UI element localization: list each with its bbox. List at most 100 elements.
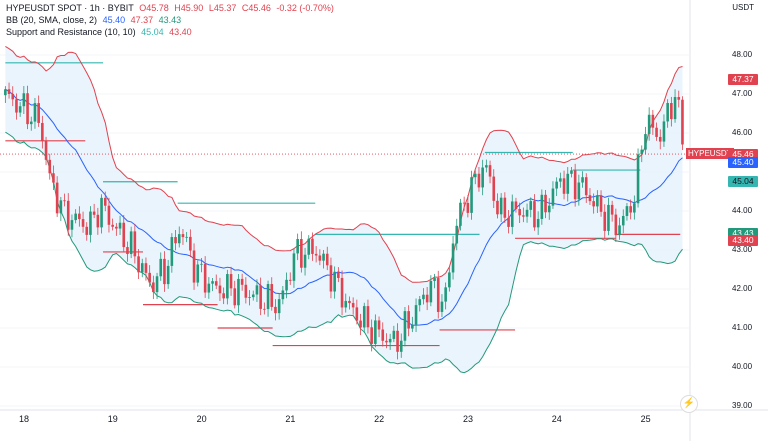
candle-body: [322, 253, 325, 261]
candle-body: [599, 195, 603, 212]
candle-body: [203, 263, 207, 293]
candle-body: [218, 285, 222, 294]
candle-body: [226, 274, 229, 299]
candle-body: [636, 154, 640, 204]
candle-body: [662, 121, 666, 142]
candle-body: [81, 219, 85, 227]
candle-body: [192, 250, 196, 283]
candle-body: [63, 200, 66, 202]
candle-body: [41, 122, 44, 141]
price-change: -0.32 (-0.70%): [276, 3, 334, 13]
time-tick-label: 19: [107, 414, 118, 424]
candle-body: [281, 290, 285, 300]
candle-body: [396, 330, 399, 352]
time-tick-label: 20: [196, 414, 207, 424]
candle-body: [103, 197, 107, 206]
bb-upper-value: 47.37: [130, 15, 154, 25]
candle-body: [392, 330, 396, 339]
time-tick-label: 21: [285, 414, 296, 424]
candle-body: [607, 204, 610, 231]
candle-body: [96, 214, 100, 228]
sr-label[interactable]: Support and Resistance (10, 10): [6, 27, 136, 37]
symbol-price-tag: HYPEUSDT: [686, 148, 734, 159]
bb-basis-tag: 45.40: [728, 156, 758, 168]
candle-body: [618, 225, 621, 236]
price-tick-label: 39.00: [732, 401, 753, 410]
candle-body: [462, 202, 466, 204]
candle-body: [503, 197, 507, 218]
candle-body: [422, 294, 425, 300]
candle-body: [366, 306, 370, 328]
candle-body: [411, 324, 414, 329]
price-tick-label: 41.00: [732, 323, 753, 332]
candle-body: [577, 182, 581, 200]
candle-body: [433, 278, 436, 281]
candle-body: [625, 206, 629, 216]
candle-body: [610, 204, 614, 215]
candle-body: [11, 93, 15, 100]
candle-body: [633, 203, 636, 213]
price-tick-label: 47.00: [732, 89, 753, 98]
bb-label[interactable]: BB (20, SMA, close, 2): [6, 15, 98, 25]
candle-body: [492, 176, 496, 201]
candle-body: [266, 284, 270, 310]
candle-body: [485, 165, 488, 168]
candle-body: [614, 214, 618, 236]
candle-body: [237, 278, 240, 306]
candle-body: [207, 283, 211, 293]
candle-body: [263, 308, 266, 310]
symbol-title[interactable]: HYPEUSDT SPOT · 1h · BYBIT: [6, 3, 134, 13]
ohlc-open: O45.78: [139, 3, 169, 13]
candle-body: [92, 211, 96, 215]
candle-body: [429, 280, 433, 303]
candle-body: [222, 293, 225, 299]
candle-body: [229, 274, 233, 289]
candle-body: [673, 97, 677, 120]
tradingview-logo-icon[interactable]: ⚡: [680, 395, 698, 413]
candle-body: [155, 276, 159, 293]
candle-body: [163, 258, 166, 285]
candle-body: [166, 265, 170, 285]
candle-body: [255, 285, 259, 295]
candle-body: [122, 222, 126, 248]
candle-body: [507, 217, 510, 227]
candle-body: [488, 165, 492, 177]
candle-body: [251, 294, 255, 298]
candle-body: [333, 271, 336, 292]
price-tick-label: 42.00: [732, 284, 753, 293]
candle-body: [274, 306, 277, 314]
candle-body: [562, 178, 566, 194]
candle-body: [444, 287, 447, 302]
candle-body: [536, 218, 540, 228]
candle-body: [481, 167, 484, 188]
candle-body: [129, 231, 133, 255]
sr-resistance-value: 45.04: [141, 27, 164, 37]
candle-body: [126, 247, 129, 255]
candle-body: [107, 205, 111, 225]
candle-body: [307, 238, 311, 255]
candle-body: [470, 177, 473, 213]
candle-body: [44, 140, 48, 160]
candle-body: [292, 253, 296, 281]
candle-body: [214, 281, 218, 286]
candle-body: [629, 206, 632, 213]
candle-body: [48, 159, 52, 174]
candle-body: [451, 243, 455, 273]
candle-body: [200, 263, 203, 265]
candle-body: [399, 340, 403, 352]
candle-body: [374, 320, 377, 344]
candle-body: [644, 134, 647, 150]
candle-body: [7, 89, 11, 94]
candle-body: [33, 103, 37, 122]
candle-body: [288, 279, 292, 281]
candle-body: [148, 272, 151, 283]
candle-body: [55, 182, 59, 214]
candle-body: [355, 307, 359, 321]
candle-body: [448, 272, 451, 288]
candle-body: [670, 103, 673, 120]
sr-support-value: 43.40: [169, 27, 192, 37]
candle-body: [74, 213, 77, 221]
currency-label[interactable]: USDT: [732, 3, 754, 12]
price-tick-label: 43.00: [732, 245, 753, 254]
